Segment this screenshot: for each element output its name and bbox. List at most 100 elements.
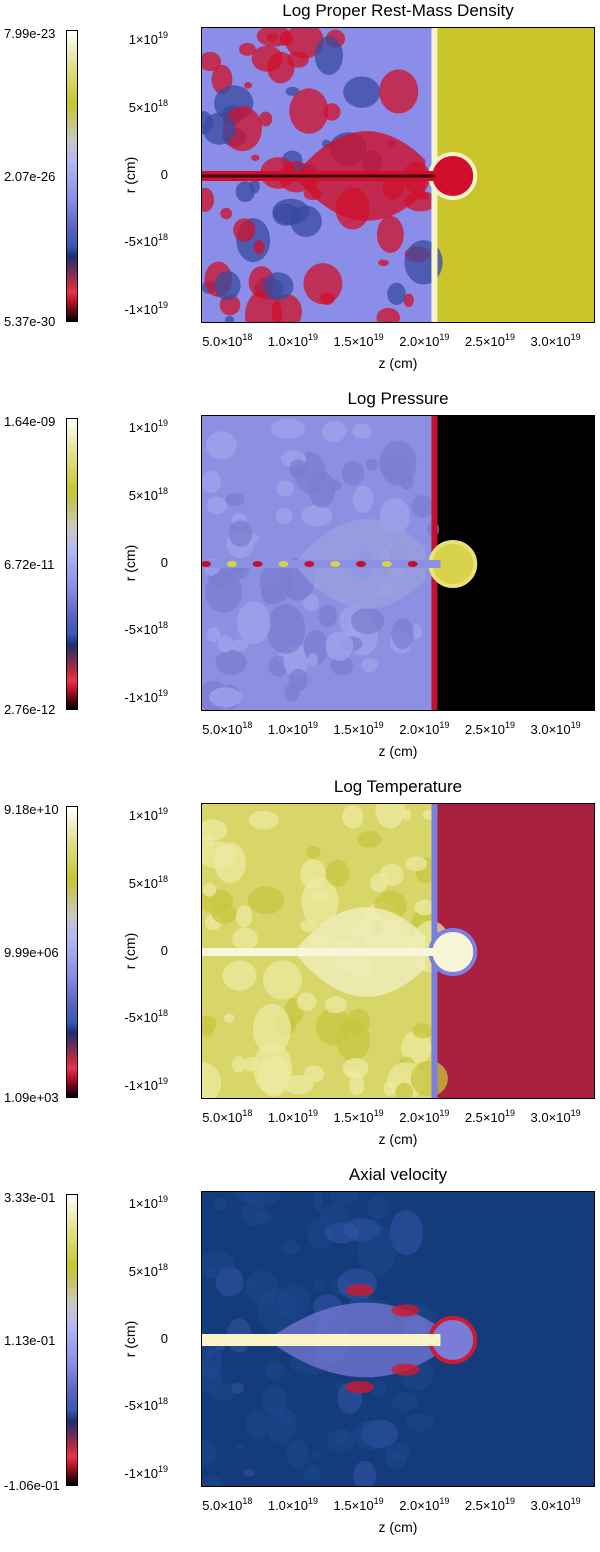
turbulence-blob: [306, 845, 321, 859]
turbulence-blob: [329, 1192, 359, 1205]
jet-spine: [202, 174, 435, 178]
x-tick-label: 2.5×1019: [464, 1108, 515, 1125]
turbulence-blob: [228, 520, 253, 547]
turbulence-blob: [265, 1408, 297, 1444]
x-tick-label: 1.0×1019: [267, 332, 318, 349]
turbulence-blob: [314, 36, 343, 75]
turbulence-blob: [251, 154, 260, 161]
turbulence-blob: [300, 505, 333, 527]
turbulence-blob: [214, 270, 241, 301]
turbulence-blob: [346, 1008, 371, 1036]
turbulence-blob: [405, 856, 428, 872]
y-tick-label: -5×1018: [124, 232, 168, 250]
turbulence-blob: [261, 1384, 288, 1416]
turbulence-blob: [301, 877, 339, 928]
plot-area: [201, 1191, 595, 1487]
beam-knot: [407, 561, 418, 567]
x-tick-label: 5.0×1018: [202, 1108, 253, 1125]
turbulence-blob: [208, 687, 243, 708]
x-tick-label: 2.0×1019: [399, 1108, 450, 1125]
turbulence-blob: [342, 1057, 369, 1079]
chart-title: Log Pressure: [347, 389, 449, 408]
turbulence-blob: [202, 51, 222, 72]
turbulence-blob: [411, 494, 435, 518]
turbulence-blob: [414, 899, 435, 916]
y-tick-label: -5×1018: [124, 1008, 168, 1026]
turbulence-blob: [352, 423, 372, 439]
turbulence-blob: [289, 88, 329, 134]
turbulence-blob: [353, 1420, 387, 1451]
turbulence-blob: [324, 996, 347, 1014]
turbulence-blob: [412, 1023, 434, 1039]
turbulence-blob: [243, 1056, 259, 1072]
turbulence-blob: [342, 805, 364, 829]
y-tick-label: -1×1019: [124, 1075, 168, 1093]
chart-title: Log Proper Rest-Mass Density: [282, 1, 514, 20]
turbulence-blob: [308, 471, 336, 508]
turbulence-blob: [391, 1391, 419, 1412]
jet-beam: [202, 1334, 441, 1346]
y-tick-label: -1×1019: [124, 299, 168, 317]
turbulence-blob: [335, 1380, 346, 1394]
turbulence-blob: [304, 1464, 321, 1482]
turbulence-blob: [270, 418, 305, 439]
turbulence-blob: [275, 480, 294, 497]
turbulence-blob: [361, 657, 378, 673]
turbulence-blob: [272, 198, 310, 225]
turbulence-blob: [370, 873, 388, 893]
y-tick-label: 0: [160, 555, 168, 570]
colorbar-mid-label: 6.72e-11: [4, 557, 55, 572]
x-tick-label: 5.0×1018: [202, 332, 253, 349]
turbulence-blob: [277, 1284, 310, 1320]
x-axis-label: z (cm): [378, 1519, 418, 1535]
beam-knot: [226, 561, 237, 567]
turbulence-blob: [318, 604, 337, 628]
velocity-patch: [345, 1284, 374, 1297]
turbulence-blob: [259, 560, 293, 603]
turbulence-blob: [222, 106, 262, 152]
turbulence-blob: [245, 1270, 279, 1306]
turbulence-blob: [385, 1452, 407, 1469]
colorbar: [66, 418, 78, 710]
turbulence-blob: [258, 1288, 298, 1335]
turbulence-blob: [233, 218, 256, 242]
turbulence-blob: [202, 470, 221, 494]
turbulence-blob: [202, 187, 215, 212]
turbulence-blob: [313, 1279, 324, 1291]
x-tick-label: 1.0×1019: [267, 720, 318, 737]
turbulence-blob: [277, 1409, 296, 1423]
turbulence-blob: [341, 460, 365, 486]
turbulence-blob: [258, 111, 273, 127]
turbulence-blob: [303, 594, 320, 612]
turbulence-blob: [204, 571, 243, 613]
turbulence-blob: [352, 485, 374, 513]
x-axis-label: z (cm): [378, 743, 418, 759]
turbulence-blob: [342, 1218, 381, 1242]
turbulence-blob: [312, 1192, 324, 1207]
turbulence-blob: [245, 1279, 257, 1287]
turbulence-blob: [215, 650, 247, 676]
turbulence-blob: [405, 1413, 435, 1432]
turbulence-blob: [307, 1217, 333, 1250]
turbulence-blob: [264, 1360, 286, 1380]
turbulence-blob: [253, 239, 265, 255]
x-axis-label: z (cm): [378, 1131, 418, 1147]
turbulence-blob: [202, 1359, 221, 1381]
turbulence-blob: [384, 1443, 411, 1463]
turbulence-blob: [258, 1056, 290, 1097]
colorbar-max-label: 3.33e-01: [4, 1190, 56, 1205]
x-tick-label: 1.0×1019: [267, 1496, 318, 1513]
y-tick-label: 5×1018: [128, 1261, 168, 1279]
turbulence-blob: [266, 603, 306, 654]
field-map: [202, 28, 594, 322]
beam-knot: [330, 561, 341, 567]
turbulence-blob: [241, 1192, 281, 1207]
turbulence-blob: [299, 920, 318, 932]
turbulence-blob: [202, 112, 236, 145]
turbulence-blob: [370, 1380, 388, 1398]
colorbar: [66, 30, 78, 322]
y-tick-label: 0: [160, 1331, 168, 1346]
x-tick-label: 5.0×1018: [202, 720, 253, 737]
beam-knot: [252, 561, 263, 567]
y-axis-label: r (cm): [122, 1320, 138, 1358]
